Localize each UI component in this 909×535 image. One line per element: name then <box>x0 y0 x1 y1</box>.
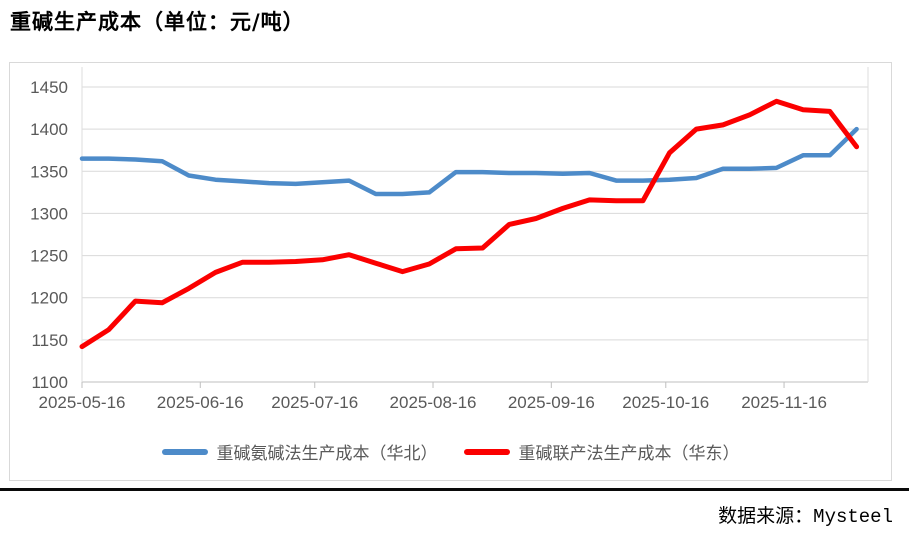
page-title: 重碱生产成本（单位：元/吨） <box>10 9 305 34</box>
legend-label: 重碱氨碱法生产成本（华北） <box>216 444 438 463</box>
x-axis-label: 2025-06-16 <box>157 393 244 412</box>
source-caption: 数据来源：Mysteel <box>718 506 893 528</box>
y-axis-label: 1250 <box>30 247 68 266</box>
x-axis-label: 2025-08-16 <box>390 393 477 412</box>
y-axis-label: 1150 <box>31 331 68 350</box>
red-line-swatch-icon <box>463 448 510 455</box>
legend-item-coproduction: 重碱联产法生产成本（华东） <box>463 439 740 464</box>
line-chart: 1100 1150 1200 1250 1300 1350 1400 1450 2025-05-… <box>30 67 869 412</box>
y-axis-label: 1450 <box>30 78 68 97</box>
divider-rule <box>0 488 909 491</box>
y-axis-label: 1200 <box>30 289 68 308</box>
series-line-1 <box>79 98 860 350</box>
chart-legend: 重碱氨碱法生产成本（华北） 重碱联产法生产成本（华东） <box>10 439 891 464</box>
series-line-0 <box>79 126 859 197</box>
x-axis-label: 2025-05-16 <box>39 393 126 412</box>
y-axis-label: 1400 <box>30 120 68 139</box>
legend-label: 重碱联产法生产成本（华东） <box>518 444 740 463</box>
x-axis-label: 2025-07-16 <box>271 393 358 412</box>
y-axis-label: 1100 <box>31 373 68 392</box>
y-axis-label: 1350 <box>30 162 68 181</box>
blue-line-swatch-icon <box>161 448 208 455</box>
x-axis-label: 2025-11-16 <box>741 393 827 412</box>
x-axis-label: 2025-09-16 <box>508 393 595 412</box>
x-axis-label: 2025-10-16 <box>622 393 709 412</box>
chart-area: 1100 1150 1200 1250 1300 1350 1400 1450 2025-05-… <box>9 62 892 481</box>
legend-item-ammonia-soda: 重碱氨碱法生产成本（华北） <box>161 439 438 464</box>
y-axis-label: 1300 <box>30 204 68 223</box>
